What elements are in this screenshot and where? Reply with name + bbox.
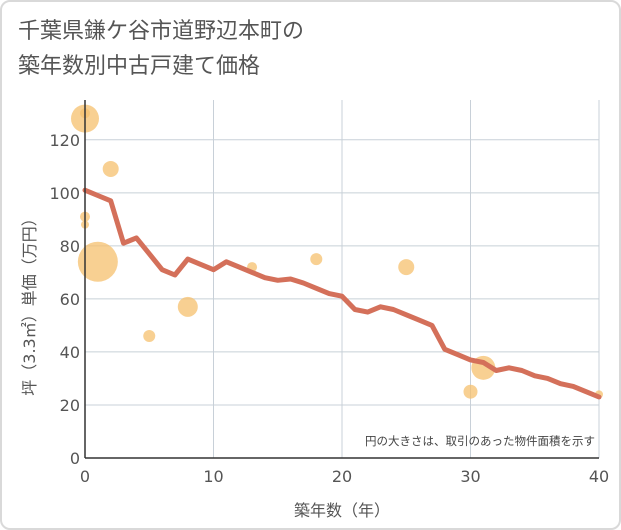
y-tick-label-0: 0 (70, 449, 80, 468)
bubble-point-10 (398, 259, 415, 276)
bubble-point-6 (143, 330, 156, 343)
chart-annotation: 円の大きさは、取引のあった物件面積を示す (365, 434, 595, 448)
chart-title-line1: 千葉県鎌ケ谷市道野辺本町の (18, 19, 305, 44)
y-axis-label: 坪（3.3㎡）単価（万円） (20, 210, 39, 395)
bubble-point-5 (102, 160, 119, 177)
tick-labels: 0 10 20 30 40 0 20 40 60 80 100 120 (49, 131, 609, 486)
x-tick-label-30: 30 (460, 467, 480, 486)
chart-title-line2: 築年数別中古戸建て価格 (18, 54, 261, 79)
chart-title: 千葉県鎌ケ谷市道野辺本町の 築年数別中古戸建て価格 (18, 14, 304, 84)
x-tick-label-10: 10 (203, 467, 223, 486)
y-tick-label-120: 120 (49, 131, 80, 150)
y-tick-label-80: 80 (60, 237, 80, 256)
x-tick-label-0: 0 (80, 467, 90, 486)
bubble-point-4 (77, 241, 118, 282)
bubble-point-11 (463, 384, 478, 399)
trend (82, 187, 602, 400)
x-tick-label-20: 20 (332, 467, 352, 486)
y-tick-label-20: 20 (60, 396, 80, 415)
x-axis-label: 築年数（年） (294, 501, 390, 520)
grid (85, 100, 600, 458)
y-tick-label-60: 60 (60, 290, 80, 309)
axes (84, 100, 599, 459)
trend-line (82, 187, 602, 400)
y-tick-label-100: 100 (49, 184, 80, 203)
bubble-point-9 (310, 253, 323, 266)
bubbles (71, 104, 603, 399)
y-tick-label-40: 40 (60, 343, 80, 362)
x-tick-label-40: 40 (589, 467, 609, 486)
bubble-point-7 (177, 296, 198, 317)
